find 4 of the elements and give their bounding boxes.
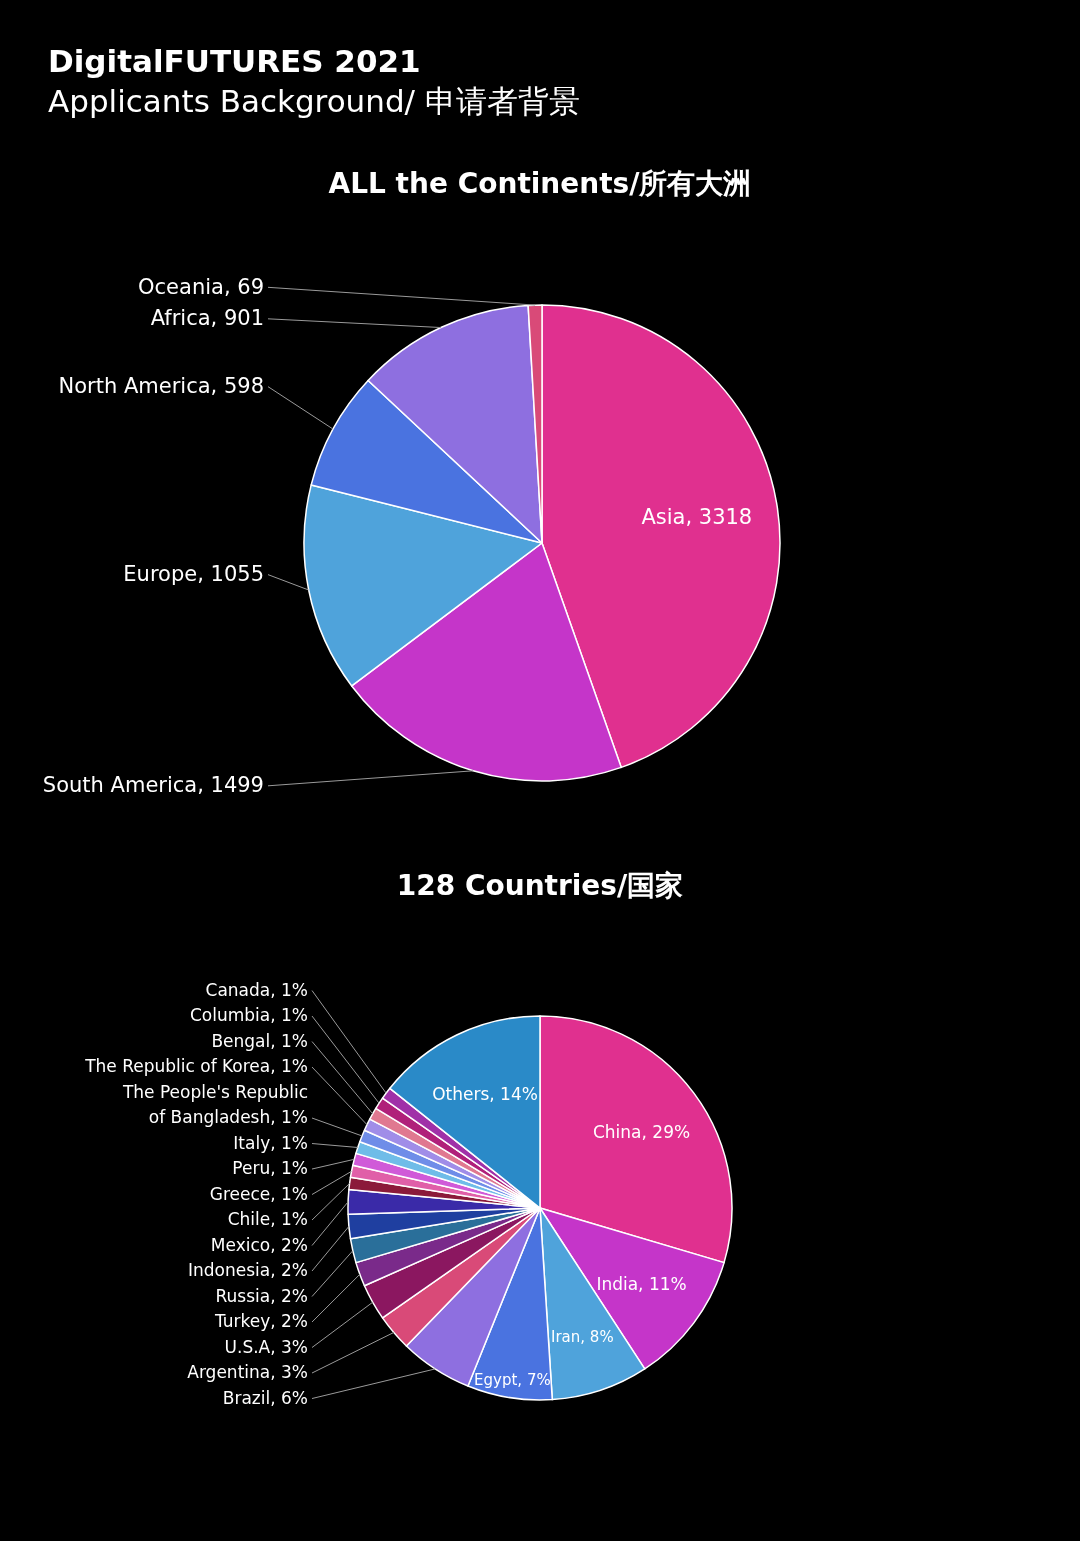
title: ALL the Continents/所有大洲 <box>328 167 752 200</box>
annotation: Applicants Background/ 申请者背景 <box>48 83 580 119</box>
title: 128 Countries/国家 <box>396 869 684 902</box>
annotation: DigitalFUTURES 2021 <box>48 43 421 79</box>
